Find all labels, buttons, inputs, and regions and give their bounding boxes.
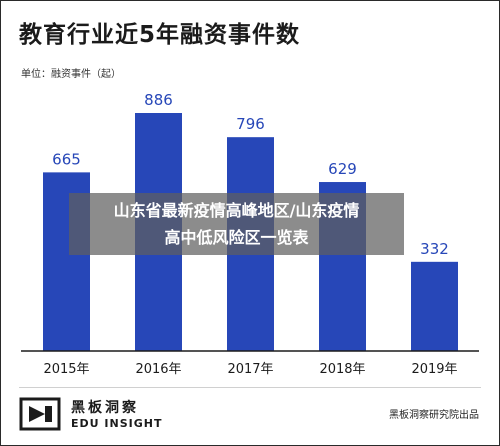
- category-label-2: 2017年: [227, 362, 273, 377]
- footer-divider: [19, 387, 481, 388]
- value-label-1: 886: [144, 91, 173, 109]
- source-credit: 黑板洞察研究院出品: [389, 410, 479, 421]
- value-label-4: 332: [420, 240, 449, 258]
- value-label-3: 629: [328, 160, 357, 178]
- bar-4: [411, 261, 458, 351]
- logo-text-cn: 黑板洞察: [71, 400, 139, 416]
- category-label-1: 2016年: [135, 362, 181, 377]
- category-label-3: 2018年: [319, 362, 365, 377]
- category-label-0: 2015年: [43, 362, 89, 377]
- overlay-line-1: 山东省最新疫情高峰地区/山东疫情: [113, 201, 360, 220]
- overlay-line-2: 高中低风险区一览表: [164, 228, 309, 247]
- logo-text-en: EDU INSIGHT: [71, 417, 163, 430]
- article-title-overlay: 山东省最新疫情高峰地区/山东疫情 高中低风险区一览表: [69, 193, 404, 255]
- logo-mark-icon: [19, 397, 61, 431]
- edu-insight-logo: 黑板洞察 EDU INSIGHT: [19, 395, 179, 435]
- value-label-0: 665: [52, 150, 81, 168]
- value-label-2: 796: [236, 115, 265, 133]
- chart-title: 教育行业近5年融资事件数: [19, 22, 301, 48]
- unit-label: 单位：融资事件（起）: [21, 69, 121, 80]
- category-label-4: 2019年: [411, 362, 457, 377]
